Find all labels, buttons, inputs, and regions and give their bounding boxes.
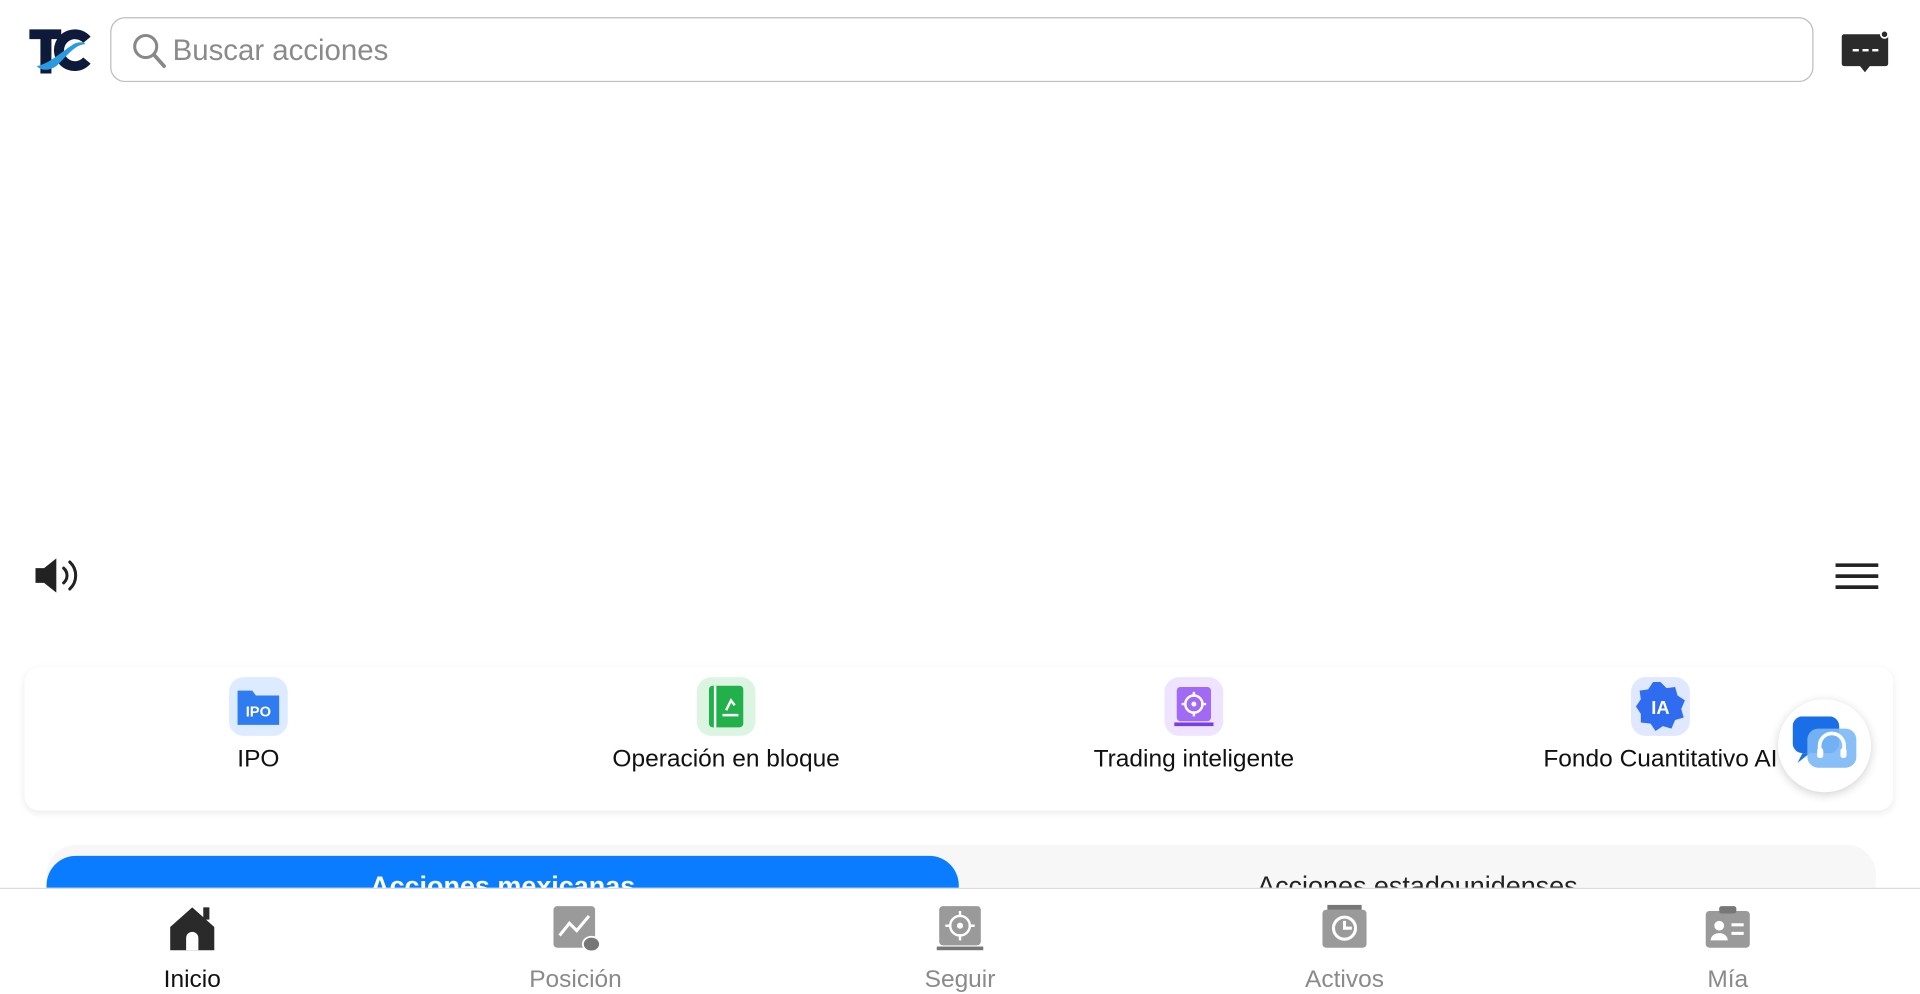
nav-posicion[interactable]: Posición bbox=[502, 904, 649, 994]
nav-mia[interactable]: Mía bbox=[1654, 904, 1801, 994]
menu-icon[interactable] bbox=[1835, 563, 1879, 596]
messages-icon[interactable] bbox=[1841, 29, 1891, 76]
logo bbox=[27, 24, 93, 75]
nav-label: Mía bbox=[1707, 966, 1749, 994]
nav-label: Seguir bbox=[924, 966, 996, 994]
ai-fund-badge-icon: IA bbox=[1631, 677, 1690, 736]
nav-label: Posición bbox=[529, 966, 622, 994]
nav-label: Inicio bbox=[163, 966, 221, 994]
quick-action-label: Operación en bloque bbox=[612, 745, 840, 773]
smart-trading-target-icon bbox=[1164, 677, 1224, 736]
support-chat-button[interactable] bbox=[1777, 699, 1872, 793]
svg-text:IPO: IPO bbox=[246, 704, 271, 720]
assets-clock-icon bbox=[1322, 904, 1367, 948]
quick-actions-card: IPO IPO Operación en bloque Trading inte… bbox=[24, 667, 1894, 811]
search-bar[interactable] bbox=[110, 17, 1814, 83]
search-input[interactable] bbox=[170, 28, 1767, 75]
profile-card-icon bbox=[1705, 906, 1750, 948]
quick-action-ai-fund[interactable]: IA Fondo Cuantitativo AI bbox=[1477, 677, 1844, 774]
quick-action-ipo[interactable]: IPO IPO bbox=[75, 677, 442, 774]
ipo-folder-icon: IPO bbox=[228, 677, 288, 736]
block-trade-book-icon bbox=[696, 677, 756, 736]
nav-activos[interactable]: Activos bbox=[1271, 904, 1418, 994]
position-chart-icon bbox=[553, 906, 601, 953]
quick-action-label: IPO bbox=[237, 745, 280, 773]
speaker-icon[interactable] bbox=[33, 556, 82, 601]
quick-action-smart-trading[interactable]: Trading inteligente bbox=[1010, 677, 1377, 774]
quick-action-label: Trading inteligente bbox=[1093, 745, 1295, 773]
search-icon bbox=[133, 33, 166, 68]
svg-text:IA: IA bbox=[1651, 697, 1669, 718]
watch-target-icon bbox=[936, 906, 984, 951]
headset-chat-icon bbox=[1792, 716, 1857, 768]
nav-seguir[interactable]: Seguir bbox=[887, 904, 1034, 994]
home-icon bbox=[170, 907, 215, 951]
quick-action-label: Fondo Cuantitativo AI bbox=[1543, 745, 1778, 773]
nav-inicio[interactable]: Inicio bbox=[119, 904, 266, 994]
nav-label: Activos bbox=[1305, 966, 1384, 994]
bottom-nav: Inicio Posición Seguir Activos Mía bbox=[0, 887, 1920, 994]
quick-action-block-trade[interactable]: Operación en bloque bbox=[542, 677, 909, 774]
